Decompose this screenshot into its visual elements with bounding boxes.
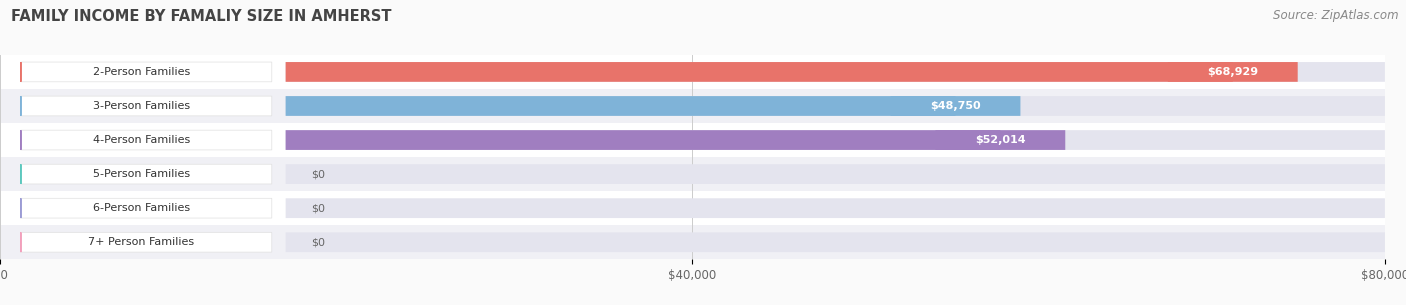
FancyBboxPatch shape	[0, 89, 1385, 123]
FancyBboxPatch shape	[21, 130, 271, 150]
FancyBboxPatch shape	[21, 62, 271, 82]
Text: $68,929: $68,929	[1208, 67, 1258, 77]
FancyBboxPatch shape	[0, 123, 1385, 157]
FancyBboxPatch shape	[21, 232, 271, 252]
Text: $0: $0	[312, 169, 326, 179]
Text: Source: ZipAtlas.com: Source: ZipAtlas.com	[1274, 9, 1399, 22]
Text: 7+ Person Families: 7+ Person Families	[89, 237, 194, 247]
Text: 3-Person Families: 3-Person Families	[93, 101, 190, 111]
Text: FAMILY INCOME BY FAMALIY SIZE IN AMHERST: FAMILY INCOME BY FAMALIY SIZE IN AMHERST	[11, 9, 392, 24]
FancyBboxPatch shape	[0, 225, 1385, 259]
FancyBboxPatch shape	[0, 191, 1385, 225]
FancyBboxPatch shape	[285, 62, 1385, 82]
FancyBboxPatch shape	[285, 96, 956, 116]
FancyBboxPatch shape	[21, 164, 271, 184]
Text: 2-Person Families: 2-Person Families	[93, 67, 190, 77]
FancyBboxPatch shape	[890, 96, 1021, 116]
Text: $0: $0	[312, 237, 326, 247]
FancyBboxPatch shape	[285, 232, 1385, 252]
Text: 5-Person Families: 5-Person Families	[93, 169, 190, 179]
FancyBboxPatch shape	[285, 130, 1385, 150]
FancyBboxPatch shape	[285, 198, 1385, 218]
FancyBboxPatch shape	[285, 164, 1385, 184]
Text: 6-Person Families: 6-Person Families	[93, 203, 190, 213]
Text: 4-Person Families: 4-Person Families	[93, 135, 190, 145]
Text: $52,014: $52,014	[974, 135, 1025, 145]
FancyBboxPatch shape	[0, 157, 1385, 191]
FancyBboxPatch shape	[935, 130, 1066, 150]
FancyBboxPatch shape	[285, 62, 1233, 82]
Text: $48,750: $48,750	[931, 101, 981, 111]
FancyBboxPatch shape	[285, 130, 1000, 150]
FancyBboxPatch shape	[21, 96, 271, 116]
Text: $0: $0	[312, 203, 326, 213]
FancyBboxPatch shape	[285, 96, 1385, 116]
FancyBboxPatch shape	[21, 198, 271, 218]
FancyBboxPatch shape	[1168, 62, 1298, 82]
FancyBboxPatch shape	[0, 55, 1385, 89]
